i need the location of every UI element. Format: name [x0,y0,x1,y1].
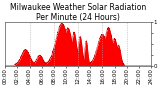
Title: Milwaukee Weather Solar Radiation
Per Minute (24 Hours): Milwaukee Weather Solar Radiation Per Mi… [10,3,146,22]
